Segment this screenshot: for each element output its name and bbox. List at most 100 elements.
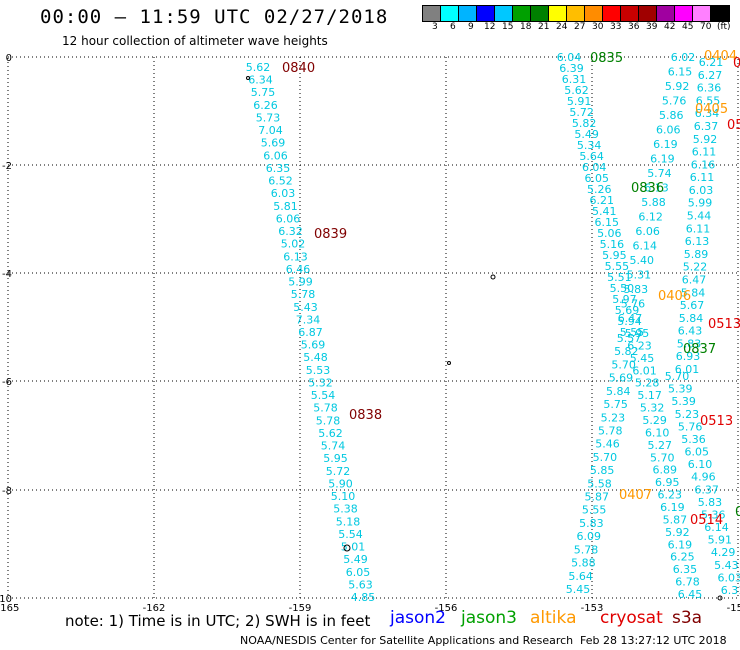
island-marker <box>490 274 496 280</box>
color-scale-tick-label: (ft) <box>717 22 731 32</box>
island-marker <box>246 76 250 80</box>
wave-height-value: 5.64 <box>579 150 604 163</box>
y-tick-label: -6 <box>2 377 12 388</box>
wave-height-value: 5.84 <box>606 385 631 398</box>
wave-height-value: 6.04 <box>582 161 607 174</box>
wave-height-value: 5.83 <box>698 496 723 509</box>
wave-height-value: 4.85 <box>351 591 376 604</box>
wave-height-value: 5.82 <box>572 117 597 130</box>
color-swatch <box>495 6 513 21</box>
wave-height-value: 5.54 <box>338 528 363 541</box>
legend-item-jason2: jason2 <box>390 608 446 628</box>
color-scale-tick-label: 30 <box>592 22 604 32</box>
wave-height-value: 5.45 <box>630 352 655 365</box>
wave-height-value: 5.39 <box>671 395 696 408</box>
pass-time-label: 0838 <box>349 408 382 423</box>
wave-height-value: 6.10 <box>688 458 713 471</box>
y-tick-label: -10 <box>0 594 12 605</box>
wave-height-value: 5.39 <box>668 383 693 396</box>
pass-time-label: 0836 <box>631 181 664 196</box>
color-swatch <box>675 6 693 21</box>
wave-height-value: 5.26 <box>587 183 612 196</box>
wave-height-value: 5.83 <box>624 283 649 296</box>
wave-height-value: 6.35 <box>673 563 698 576</box>
wave-height-value: 5.49 <box>574 128 599 141</box>
wave-height-value: 5.95 <box>323 452 348 465</box>
wave-height-value: 6.19 <box>660 501 685 514</box>
wave-height-value: 6.19 <box>668 538 693 551</box>
wave-height-value: 5.50 <box>610 282 635 295</box>
wave-height-value: 5.89 <box>684 248 709 261</box>
wave-height-value: 5.78 <box>574 543 599 556</box>
wave-height-value: 6.46 <box>286 263 311 276</box>
color-scale-tick-label: 24 <box>556 22 568 32</box>
wave-height-value: 4.96 <box>691 471 716 484</box>
wave-height-value: 5.95 <box>625 327 650 340</box>
pass-time-label: 0514 <box>690 513 723 528</box>
wave-height-value: 6.37 <box>694 483 719 496</box>
wave-height-value: 5.92 <box>693 133 718 146</box>
wave-height-value: 5.85 <box>590 464 615 477</box>
wave-height-value: 5.57 <box>617 332 642 345</box>
page-title: 00:00 – 11:59 UTC 02/27/2018 <box>40 6 389 28</box>
wave-height-value: 5.74 <box>647 167 672 180</box>
x-tick-label: -153 <box>581 603 604 614</box>
wave-height-value: 6.03 <box>689 184 714 197</box>
color-scale-tick-label: 21 <box>538 22 550 32</box>
wave-height-value: 5.54 <box>311 389 336 402</box>
island-marker <box>447 361 451 365</box>
wave-height-value: 5.43 <box>714 559 739 572</box>
color-scale-tick-label: 6 <box>450 22 456 32</box>
wave-height-value: 5.55 <box>620 326 645 339</box>
wave-height-value: 5.97 <box>612 293 637 306</box>
wave-height-value: 6.01 <box>632 364 657 377</box>
wave-height-value: 6.31 <box>721 584 740 597</box>
wave-height-value: 5.73 <box>256 111 281 124</box>
wave-height-value: 5.86 <box>659 109 684 122</box>
y-tick-label: 0 <box>6 53 12 64</box>
wave-height-value: 6.25 <box>670 551 695 564</box>
wave-height-value: 5.81 <box>273 200 298 213</box>
wave-height-value: 5.78 <box>598 424 623 437</box>
island-markers <box>246 76 723 601</box>
wave-height-value: 5.84 <box>681 286 706 299</box>
wave-height-value: 6.06 <box>263 149 288 162</box>
wave-height-value: 6.19 <box>653 138 678 151</box>
wave-height-value: 6.11 <box>690 171 715 184</box>
wave-height-value: 6.32 <box>278 225 303 238</box>
island-marker <box>343 544 351 552</box>
color-scale-tick-label: 15 <box>502 22 514 32</box>
color-swatch <box>621 6 639 21</box>
wave-height-value: 6.39 <box>559 62 584 75</box>
color-scale-tick-label: 70 <box>700 22 712 32</box>
wave-height-value: 5.70 <box>611 358 636 371</box>
wave-height-value: 6.55 <box>696 94 721 107</box>
wave-height-value: 6.26 <box>253 99 278 112</box>
wave-height-value: 5.01 <box>341 541 366 554</box>
wave-height-value: 6.95 <box>655 476 680 489</box>
wave-height-value: 6.21 <box>590 194 615 207</box>
wave-height-value: 5.83 <box>677 337 702 350</box>
wave-height-value: 5.69 <box>261 137 286 150</box>
wave-height-value: 6.23 <box>627 339 652 352</box>
wave-height-value: 5.32 <box>308 376 333 389</box>
wave-height-value: 5.95 <box>602 249 627 262</box>
color-scale-tick-label: 39 <box>646 22 658 32</box>
wave-height-value: 6.27 <box>698 69 723 82</box>
wave-height-value: 5.32 <box>640 402 665 415</box>
wave-height-value: 5.36 <box>701 508 726 521</box>
wave-height-value: 5.78 <box>291 288 316 301</box>
wave-height-value: 6.37 <box>694 120 719 133</box>
wave-height-value: 5.88 <box>641 196 666 209</box>
wave-height-value: 6.78 <box>675 576 700 589</box>
wave-height-value: 5.16 <box>600 238 625 251</box>
color-scale-tick-label: 3 <box>432 22 438 32</box>
wave-height-value: 6.15 <box>595 216 620 229</box>
wave-height-value: 5.82 <box>614 345 639 358</box>
wave-height-value: 5.55 <box>582 504 607 517</box>
wave-height-value: 5.23 <box>675 408 700 421</box>
wave-height-value: 5.75 <box>603 398 628 411</box>
timestamp: Feb 28 13:27:12 UTC 2018 <box>580 634 727 647</box>
wave-height-value: 6.05 <box>584 172 609 185</box>
